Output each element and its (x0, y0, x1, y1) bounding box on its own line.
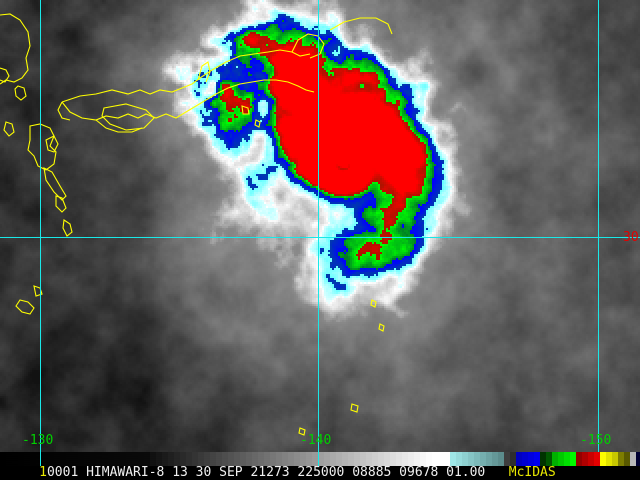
infrared-cloud-imagery (0, 0, 640, 452)
status-indent (0, 466, 39, 480)
lon-label-150: -150 (580, 433, 612, 448)
satellite-image-canvas[interactable]: -130 -140 -150 30 (0, 0, 640, 452)
lon-label-140: -140 (300, 433, 332, 448)
colorbar-gradient (0, 452, 640, 466)
colorbar-tick-2 (318, 452, 319, 466)
image-info-fields: 0001 HIMAWARI-8 13 30 SEP 21273 225000 0… (46, 465, 486, 480)
frame-number: 1 (39, 465, 47, 480)
lat-label-30: 30 (623, 230, 639, 245)
colorbar-tick-1 (40, 452, 41, 466)
gridline-latitude-30 (0, 237, 640, 238)
gridline-longitude-150 (598, 0, 599, 452)
lon-label-130: -130 (22, 433, 54, 448)
gridline-longitude-130 (40, 0, 41, 452)
status-bar: 10001 HIMAWARI-8 13 30 SEP 21273 225000 … (0, 466, 640, 480)
status-gap (485, 466, 508, 480)
mcidas-brand-label: McIDAS (508, 465, 556, 480)
gridline-longitude-140 (318, 0, 319, 452)
enhancement-colorbar[interactable] (0, 452, 640, 466)
